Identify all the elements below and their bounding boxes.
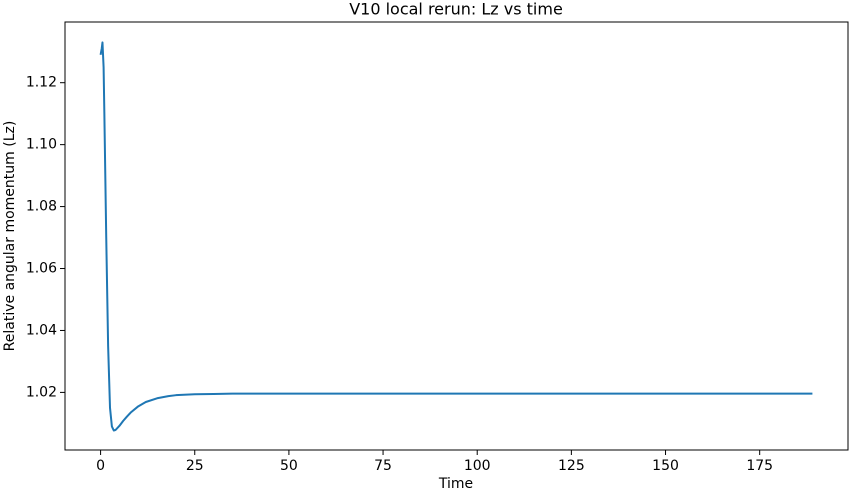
- y-tick-label: 1.02: [26, 384, 57, 400]
- x-tick-label: 25: [186, 458, 204, 474]
- data-line: [99, 41, 813, 432]
- x-tick-label: 125: [558, 458, 585, 474]
- x-tick-label: 0: [96, 458, 105, 474]
- x-tick-label: 150: [652, 458, 679, 474]
- x-tick-label: 175: [746, 458, 773, 474]
- y-tick-label: 1.08: [26, 199, 57, 215]
- plot-frame: [64, 21, 849, 451]
- y-tick-label: 1.06: [26, 261, 57, 277]
- y-axis-label: Relative angular momentum (Lz): [2, 121, 18, 352]
- x-axis-label: Time: [438, 476, 473, 491]
- x-tick-label: 75: [374, 458, 392, 474]
- chart-title: V10 local rerun: Lz vs time: [349, 0, 563, 19]
- y-tick-label: 1.10: [26, 137, 57, 153]
- y-tick-label: 1.04: [26, 322, 57, 338]
- x-tick-label: 100: [464, 458, 491, 474]
- y-tick-label: 1.12: [26, 75, 57, 91]
- x-tick-label: 50: [280, 458, 298, 474]
